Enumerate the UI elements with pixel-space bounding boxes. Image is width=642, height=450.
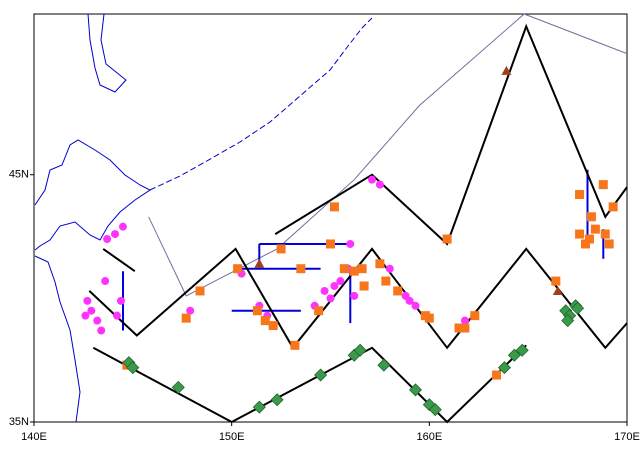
point-circle [83,296,92,305]
x-tick-label: 170E [614,431,640,443]
honshu [34,255,81,423]
point-square [296,264,306,274]
point-square [590,224,600,234]
point-diamond [126,361,140,375]
point-square [598,180,608,190]
point-square [442,234,452,244]
y-tick-label: 35N [9,416,29,428]
point-square [580,239,590,249]
point-diamond [409,383,422,397]
point-diamond [561,314,575,328]
point-circle [350,291,359,300]
point-diamond [270,393,284,407]
point-square [608,202,618,212]
point-square [575,229,585,239]
point-square [575,190,585,200]
x-tick-label: 140E [21,431,47,443]
point-diamond [497,361,511,375]
point-square [339,264,349,274]
plot-frame [33,13,628,423]
point-square [393,286,403,296]
point-circle [97,326,106,335]
point-circle [368,175,377,184]
point-circle [405,296,414,305]
point-diamond [428,403,442,417]
point-square [551,276,561,286]
point-circle [81,311,90,320]
x-tick-label: 150E [219,431,245,443]
point-diamond [353,343,367,357]
track-line [88,247,628,350]
point-square [314,306,324,316]
point-square [600,229,610,239]
point-square [233,264,243,274]
point-circle [113,311,122,320]
point-triangle [501,65,512,75]
point-square [604,239,614,249]
point-circle [385,264,394,273]
point-square [252,306,262,316]
point-circle [320,286,329,295]
x-tick-label: 160E [416,431,442,443]
point-circle [118,222,127,231]
point-square [586,212,596,222]
point-square [375,259,385,269]
track-line [274,23,628,246]
track-line [92,344,527,424]
point-square [260,316,270,326]
point-circle [336,277,345,286]
kuril-islands [149,17,373,191]
point-circle [103,235,112,244]
point-square [290,340,300,350]
point-diamond [507,348,521,362]
sakhalin [87,13,127,93]
point-square [584,234,594,244]
point-circle [87,306,96,315]
point-square [349,266,359,276]
point-square [329,202,339,212]
point-circle [346,239,355,248]
point-square [326,239,335,249]
track-line [148,13,628,297]
point-square [357,264,367,274]
point-circle [460,316,469,325]
point-square [454,323,464,333]
point-circle [411,301,420,310]
point-square [181,313,191,323]
point-circle [330,282,339,290]
point-square [460,323,470,333]
coastline [34,13,373,423]
point-square [381,276,391,286]
point-square [470,311,480,321]
point-square [276,244,286,254]
point-circle [111,230,120,239]
point-diamond [252,400,266,414]
point-triangle [254,258,265,268]
point-square [424,313,434,323]
point-circle [116,296,125,305]
point-square [359,281,369,291]
point-diamond [377,358,391,372]
point-square [268,321,278,331]
point-circle [375,180,384,189]
point-circle [326,294,335,303]
point-circle [186,306,195,315]
point-square [492,370,502,380]
point-triangle [552,285,563,295]
y-tick-label: 45N [9,169,29,181]
point-diamond [515,343,529,357]
point-diamond [171,380,185,394]
point-square [195,286,205,296]
point-diamond [571,301,585,315]
point-circle [101,277,110,286]
point-diamond [314,368,328,382]
point-circle [93,316,102,325]
